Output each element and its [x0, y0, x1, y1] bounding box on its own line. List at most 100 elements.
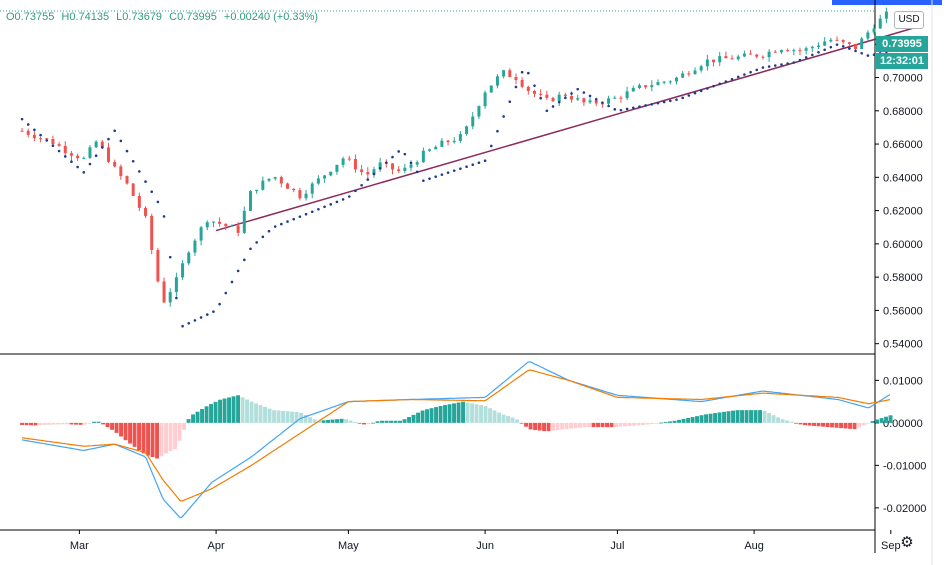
- candle-body: [699, 66, 703, 71]
- sar-dot: [409, 161, 413, 165]
- candle-body: [144, 207, 148, 216]
- macd-histogram-bar: [614, 422, 618, 427]
- macd-histogram-bar: [672, 420, 677, 423]
- macd-histogram-bar: [150, 422, 155, 458]
- candle-body: [668, 81, 672, 83]
- candle-body: [786, 50, 790, 52]
- candle-body: [798, 50, 802, 52]
- macd-histogram-bar: [695, 416, 699, 423]
- candle-body: [150, 215, 154, 251]
- sar-dot: [193, 319, 197, 322]
- candle-body: [489, 85, 493, 93]
- sar-dot: [564, 96, 567, 100]
- time-tick-label: Jun: [476, 540, 494, 552]
- candle-body: [162, 281, 166, 303]
- macd-histogram-bar: [222, 398, 227, 423]
- macd-histogram-bar: [186, 419, 191, 423]
- macd-histogram-bar: [587, 422, 591, 428]
- macd-histogram-bar: [560, 422, 564, 430]
- macd-histogram-bar: [528, 422, 533, 430]
- macd-histogram-bar: [834, 422, 839, 428]
- candle-body: [471, 116, 475, 127]
- countdown-badge: 12:32:01: [876, 53, 928, 69]
- candle-body: [458, 134, 462, 141]
- sar-dot: [230, 280, 234, 284]
- candle-body: [224, 223, 228, 227]
- candle-body: [360, 169, 364, 173]
- sar-dot: [736, 75, 740, 79]
- macd-histogram-bar: [722, 411, 726, 423]
- macd-tick-label: 0.01000: [883, 375, 923, 387]
- macd-histogram-bar: [51, 422, 56, 425]
- macd-histogram-bar: [510, 417, 515, 423]
- candle-body: [255, 189, 259, 192]
- candle-body: [477, 106, 481, 117]
- sar-dot: [718, 82, 722, 86]
- macd-histogram-bar: [848, 422, 852, 429]
- macd-histogram-bar: [119, 422, 123, 437]
- sar-dot: [724, 80, 728, 83]
- macd-histogram-bar: [132, 422, 137, 447]
- macd-histogram-bar: [771, 415, 776, 423]
- sar-dot: [70, 160, 73, 163]
- trendline[interactable]: [215, 25, 922, 232]
- sar-dot: [662, 100, 666, 104]
- candle-body: [20, 130, 24, 132]
- macd-histogram-bar: [389, 420, 393, 423]
- sar-dot: [557, 100, 561, 104]
- candle-body: [674, 77, 678, 82]
- candle-body: [323, 175, 327, 179]
- candle-body: [465, 126, 469, 135]
- candle-body: [329, 171, 333, 176]
- macd-histogram-bar: [740, 410, 744, 423]
- candle-body: [76, 155, 80, 159]
- macd-histogram-bar: [609, 422, 614, 428]
- candle-body: [687, 73, 691, 75]
- candle-body: [749, 53, 753, 55]
- price-tick-label: 0.70000: [883, 73, 923, 85]
- macd-histogram-bar: [110, 422, 114, 430]
- macd-histogram-bar: [146, 422, 150, 456]
- candle-body: [168, 292, 172, 303]
- macd-histogram-bar: [312, 419, 317, 423]
- macd-histogram-bar: [321, 420, 326, 423]
- sar-dot: [175, 296, 178, 300]
- sar-dot: [403, 152, 407, 156]
- price-tick-label: 0.58000: [883, 272, 923, 284]
- macd-histogram-bar: [816, 422, 821, 427]
- candle-body: [57, 144, 61, 146]
- candle-body: [242, 210, 246, 233]
- sar-dot: [656, 101, 660, 105]
- macd-histogram-bar: [227, 397, 231, 423]
- candle-body: [767, 51, 771, 58]
- sar-dot: [644, 104, 647, 107]
- sar-dot: [545, 109, 549, 113]
- sar-dot: [508, 100, 512, 104]
- macd-histogram-bar: [807, 422, 812, 426]
- candle-body: [248, 191, 252, 211]
- currency-button[interactable]: USD: [894, 11, 924, 29]
- candle-body: [113, 161, 117, 167]
- candle-body: [872, 28, 876, 33]
- open-value: O0.73755: [6, 11, 55, 23]
- macd-histogram-bar: [254, 403, 258, 423]
- macd-histogram-bar: [812, 422, 816, 426]
- macd-histogram-bar: [348, 420, 353, 423]
- sar-dot: [304, 212, 308, 216]
- macd-histogram-bar: [789, 421, 794, 423]
- candle-body: [286, 183, 290, 189]
- candle-body: [854, 43, 858, 50]
- macd-histogram-bar: [209, 404, 213, 423]
- sar-dot: [631, 106, 635, 110]
- sar-dot: [761, 66, 765, 69]
- sar-dot: [601, 101, 604, 104]
- sar-dot: [780, 63, 783, 66]
- macd-histogram-bar: [888, 415, 893, 423]
- sar-dot: [150, 190, 154, 194]
- gear-icon[interactable]: ⚙: [900, 534, 914, 551]
- sar-dot: [249, 247, 252, 251]
- macd-histogram-bar: [218, 399, 222, 423]
- macd-histogram-bar: [515, 419, 519, 423]
- macd-histogram-bar: [362, 422, 366, 425]
